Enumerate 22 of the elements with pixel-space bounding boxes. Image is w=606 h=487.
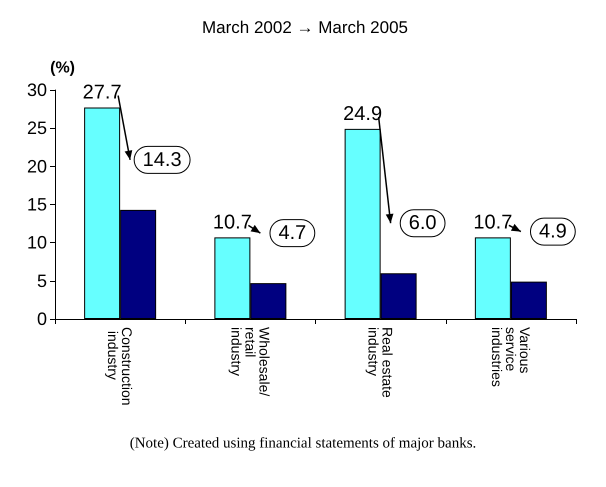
x-tick-label: Wholesale/ retail industry (228, 327, 272, 400)
y-axis-title: (%) (50, 60, 75, 76)
y-tick-label: 25 (26, 118, 47, 138)
y-tick-label: 15 (26, 194, 47, 214)
text: 14.3 (142, 148, 182, 171)
y-tick-label: 5 (36, 270, 47, 291)
y-tick-label: 10 (26, 232, 47, 253)
text: (Note) Created using financial statements of major banks. (130, 436, 476, 452)
chart-title: March 2002 → March 2005 (202, 18, 408, 37)
text: 24.9 (343, 102, 382, 125)
y-tick-label: 30 (26, 80, 47, 100)
text: 10.7 (473, 211, 512, 234)
x-tick-label: Construction industry (105, 327, 136, 406)
y-tick-label: 20 (26, 156, 47, 176)
x-tick-label: Real estate industry (366, 327, 396, 402)
text: 6.0 (408, 212, 437, 234)
text: 4.9 (538, 220, 567, 243)
text: 27.7 (82, 82, 122, 104)
text: 4.7 (278, 222, 306, 244)
y-tick-label: 0 (36, 309, 47, 329)
text: 10.7 (212, 211, 252, 234)
x-tick-label: Various service industries (488, 327, 533, 387)
